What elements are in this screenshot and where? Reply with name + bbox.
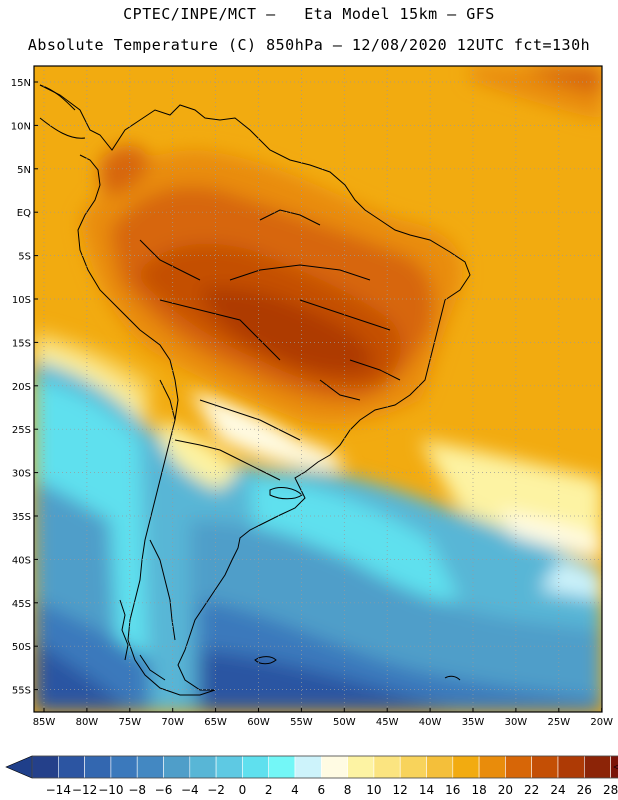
colorbar-swatch (373, 755, 401, 779)
lon-tick-label: 55W (290, 717, 313, 728)
colorbar-label: 28 (603, 783, 618, 797)
colorbar-swatch (242, 755, 269, 779)
colorbar-label: 0 (239, 783, 247, 797)
lat-tick-label: 20S (12, 382, 31, 393)
colorbar-label: −10 (98, 783, 123, 797)
lat-tick-label: 35S (12, 512, 31, 523)
colorbar-swatch (557, 755, 585, 779)
colorbar-label: 26 (577, 783, 592, 797)
colorbar-label: −14 (46, 783, 71, 797)
coastlines (39, 84, 471, 696)
lon-tick-label: 30W (505, 717, 528, 728)
lon-tick-label: 45W (376, 717, 399, 728)
temperature-field (34, 66, 602, 712)
colorbar-swatch (478, 755, 506, 779)
colorbar-label: 18 (471, 783, 486, 797)
colorbar-swatch (31, 755, 59, 779)
lat-tick-label: 5N (17, 165, 31, 176)
lat-tick-label: 30S (12, 469, 31, 480)
lon-tick-label: 60W (247, 717, 270, 728)
lat-tick-label: 15S (12, 338, 31, 349)
colorbar-swatch (84, 755, 112, 779)
colorbar-swatch (163, 755, 191, 779)
colorbar-label: 4 (291, 783, 299, 797)
colorbar-label: 10 (366, 783, 381, 797)
colorbar-swatch (505, 755, 532, 779)
colorbar-swatch (110, 755, 138, 779)
lat-tick-label: 45S (12, 599, 31, 610)
lat-tick-label: 15N (11, 78, 31, 89)
colorbar-swatch (452, 755, 480, 779)
colorbar-label: 6 (317, 783, 325, 797)
lon-tick-label: 70W (161, 717, 184, 728)
map-frame (33, 65, 603, 713)
lon-tick-label: 85W (33, 717, 56, 728)
longitude-labels: 85W 80W 75W 70W 65W 60W 55W 50W 45W 40W 35W 30W 25W 2… (33, 708, 613, 728)
lon-tick-label: 80W (76, 717, 99, 728)
colorbar-label: −6 (155, 783, 173, 797)
lat-tick-label: 50S (12, 642, 31, 653)
lat-tick-label: 25S (12, 425, 31, 436)
colorbar-label: 16 (445, 783, 460, 797)
colorbar-label: 12 (393, 783, 408, 797)
colorbar-label: −4 (181, 783, 199, 797)
map-title: CPTEC/INPE/MCT – Eta Model 15km – GFS (123, 5, 495, 23)
colorbar-frame (31, 755, 618, 779)
lat-tick-label: 40S (12, 555, 31, 566)
colorbar-label: −12 (72, 783, 97, 797)
colorbar-swatch (399, 755, 427, 779)
colorbar-swatch (583, 755, 611, 779)
colorbar-label: 22 (524, 783, 539, 797)
lat-tick-label: 10S (12, 295, 31, 306)
colorbar-label: 2 (265, 783, 273, 797)
latitude-labels: 15N 10N 5N EQ 5S 10S 15S 20S 25S 30S 35S 40S 45S 50S 5… (11, 78, 38, 697)
colorbar-label: 24 (550, 783, 565, 797)
colorbar-swatch (347, 755, 375, 779)
lon-tick-label: 20W (590, 717, 613, 728)
colorbar-swatch (189, 755, 217, 779)
colorbar-label: −8 (128, 783, 146, 797)
lon-tick-label: 35W (462, 717, 485, 728)
colorbar-swatch (294, 755, 322, 779)
colorbar-label: −2 (207, 783, 225, 797)
map-subtitle: Absolute Temperature (C) 850hPa – 12/08/… (27, 36, 591, 54)
lat-tick-label: 10N (11, 121, 31, 132)
colorbar-label: 8 (344, 783, 352, 797)
colorbar-swatch (320, 755, 348, 779)
colorbar-swatch (426, 755, 454, 779)
colorbar-swatch (57, 755, 85, 779)
colorbar-over-triangle (613, 764, 618, 770)
colorbar-label: 14 (419, 783, 434, 797)
graticule (34, 66, 603, 712)
colorbar-swatch (531, 755, 559, 779)
colorbar: −14 −12 −10 −8 −6 −4 −2 0 2 4 6 8 10 12 14 16 18 20 22 24 26… (5, 755, 618, 797)
lat-tick-label: 55S (12, 686, 31, 697)
colorbar-swatch (215, 755, 243, 779)
colorbar-swatch (136, 755, 164, 779)
lon-tick-label: 40W (419, 717, 442, 728)
colorbar-under-triangle (5, 755, 33, 779)
colorbar-label: 20 (498, 783, 513, 797)
lat-tick-label: 5S (18, 252, 31, 263)
colorbar-swatch (268, 755, 296, 779)
lon-tick-label: 65W (204, 717, 227, 728)
lon-tick-label: 50W (333, 717, 356, 728)
lat-tick-label: EQ (17, 208, 31, 219)
lon-tick-label: 25W (547, 717, 570, 728)
lon-tick-label: 75W (118, 717, 141, 728)
